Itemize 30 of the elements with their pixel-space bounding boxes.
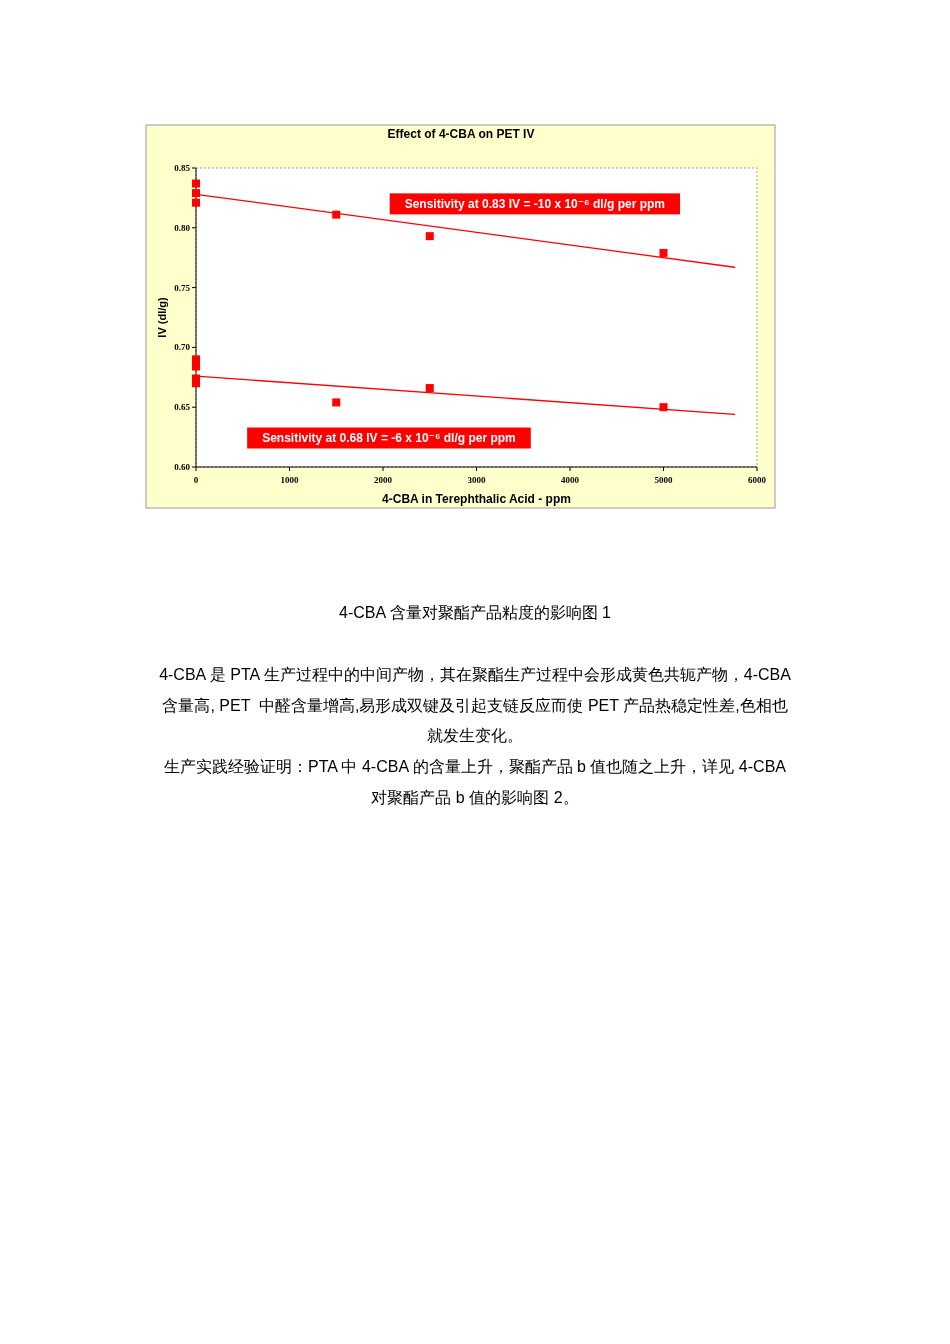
y-tick-label: 0.65 bbox=[174, 402, 191, 413]
y-tick-label: 0.60 bbox=[174, 462, 191, 472]
text: 4-CBA 是 PTA 生产过程中的中间产物，其在聚酯生产过程中会形成黄色共轭产物，4-CBA 含量高, PET 中醛含量增高,易形成双键及引起支链反应而使 PET 产品热稳定性差,色相也就发生变化。 bbox=[158, 665, 792, 747]
x-tick-label: 5000 bbox=[654, 475, 673, 485]
point bbox=[192, 355, 200, 364]
point bbox=[332, 398, 341, 407]
point bbox=[192, 189, 200, 198]
y-axis-title: IV (dl/g) bbox=[156, 297, 168, 338]
point bbox=[192, 198, 200, 207]
point bbox=[192, 179, 200, 188]
annotation: Sensitivity at 0.68 IV = -6 x 10⁻⁶ dl/g per ppm bbox=[262, 431, 516, 446]
x-tick-label: 3000 bbox=[467, 475, 486, 485]
x-axis-title: 4-CBA in Terephthalic Acid - ppm bbox=[382, 492, 571, 506]
point bbox=[425, 232, 434, 241]
y-tick-label: 0.75 bbox=[174, 282, 191, 293]
x-tick-label: 6000 bbox=[748, 475, 767, 485]
x-tick-label: 1000 bbox=[280, 475, 299, 485]
x-tick-label: 0 bbox=[193, 475, 199, 485]
point bbox=[425, 384, 434, 393]
point bbox=[192, 362, 200, 371]
x-tick-label: 4000 bbox=[561, 475, 580, 485]
x-tick-label: 2000 bbox=[374, 475, 393, 485]
text: 生产实践经验证明：PTA 中 4-CBA 的含量上升，聚酯产品 b 值也随之上升，详见 4-CBA 对聚酯产品 b 值的影响图 2。 bbox=[163, 757, 787, 808]
y-tick-label: 0.70 bbox=[174, 342, 191, 353]
point bbox=[659, 248, 668, 257]
y-tick-label: 0.85 bbox=[174, 163, 191, 173]
chart-title: Effect of 4-CBA on PET IV bbox=[387, 127, 535, 141]
y-tick-label: 0.80 bbox=[174, 222, 191, 233]
text: 4-CBA 含量对聚酯产品粘度的影响图 1 bbox=[338, 603, 612, 623]
annotation: Sensitivity at 0.83 IV = -10 x 10⁻⁶ dl/g per ppm bbox=[404, 197, 665, 212]
